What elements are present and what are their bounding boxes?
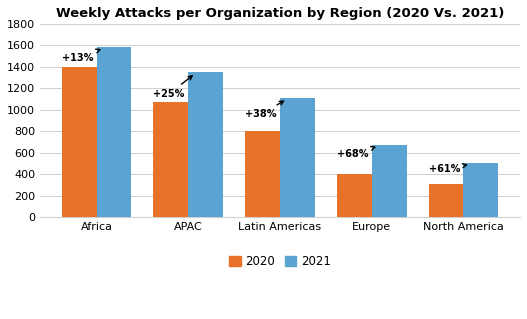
Bar xyxy=(337,174,372,217)
Title: Weekly Attacks per Organization by Region (2020 Vs. 2021): Weekly Attacks per Organization by Regio… xyxy=(56,7,504,20)
Bar xyxy=(153,102,188,217)
Text: +13%: +13% xyxy=(62,49,100,63)
Text: +61%: +61% xyxy=(428,164,466,174)
Bar xyxy=(372,145,406,217)
Bar xyxy=(188,72,223,217)
Legend: 2020, 2021: 2020, 2021 xyxy=(224,250,336,273)
Bar xyxy=(280,98,315,217)
Bar xyxy=(463,163,498,217)
Bar xyxy=(96,47,131,217)
Bar xyxy=(245,131,280,217)
Text: +68%: +68% xyxy=(337,146,375,159)
Text: +38%: +38% xyxy=(245,101,284,119)
Text: +25%: +25% xyxy=(153,76,192,99)
Bar xyxy=(428,184,463,217)
Bar xyxy=(62,67,96,217)
